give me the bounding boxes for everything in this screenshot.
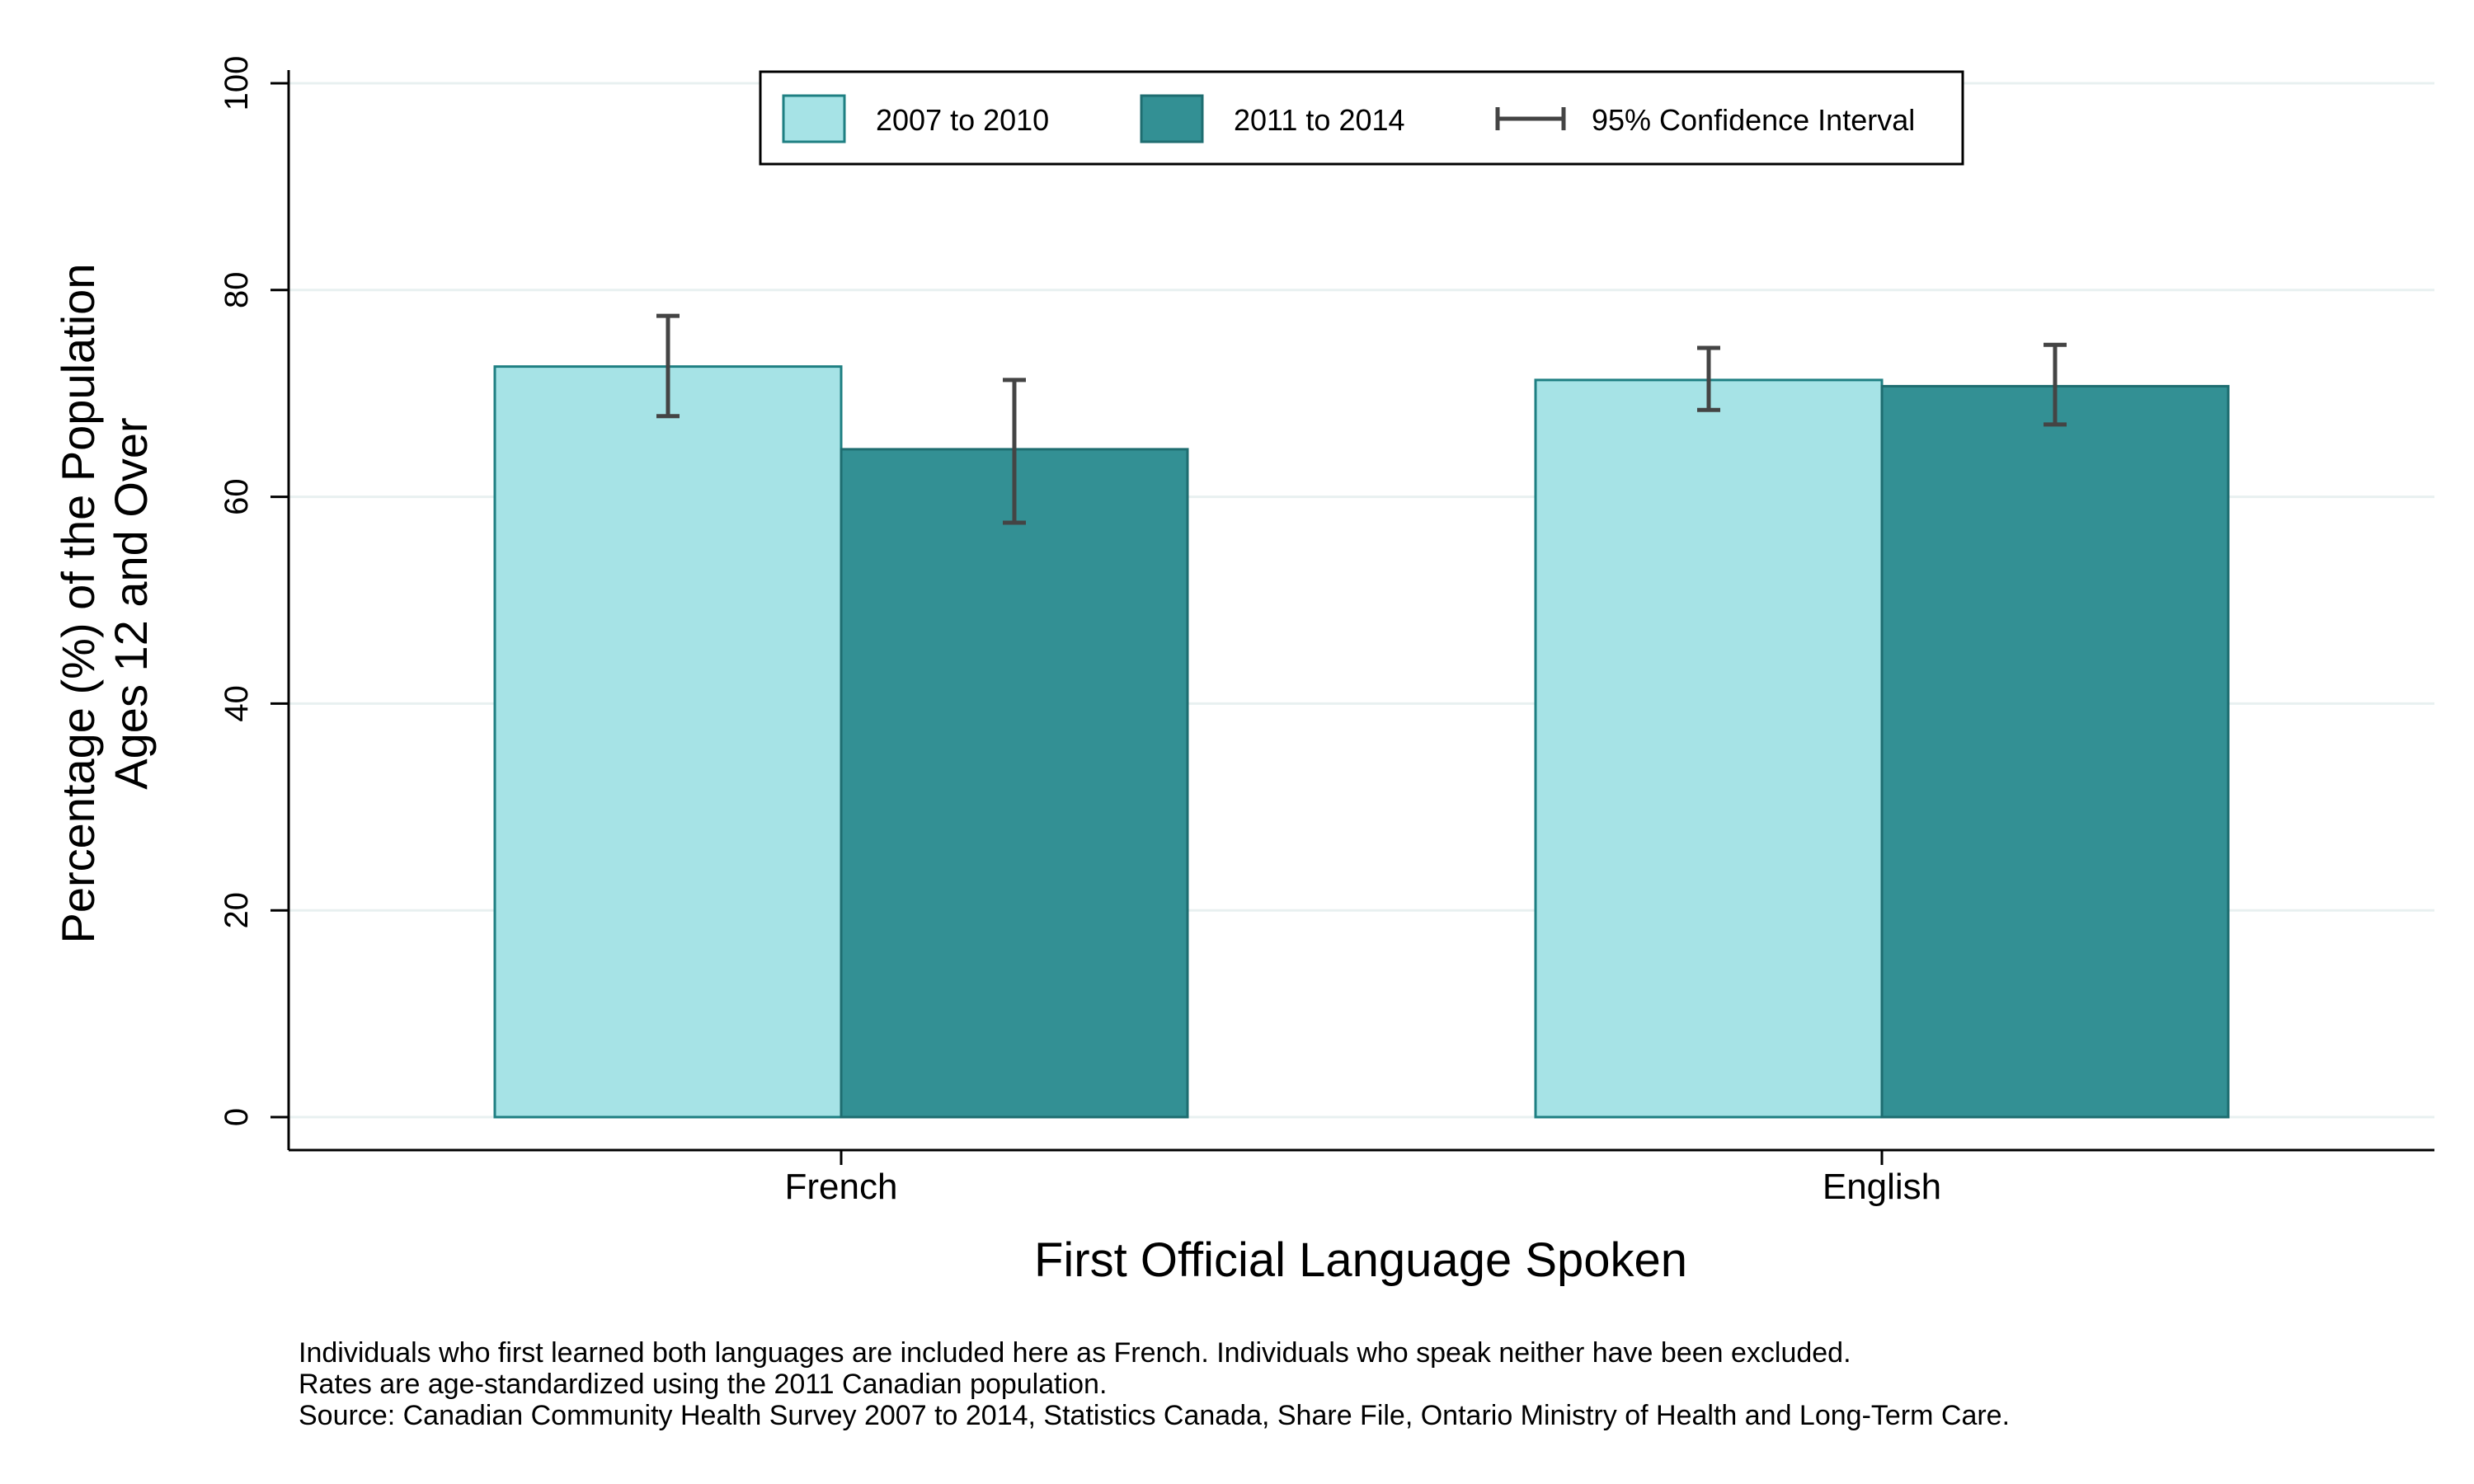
error-bar <box>1003 378 1026 525</box>
y-tick-label: 60 <box>219 478 255 515</box>
x-tick-label: English <box>1823 1167 1941 1207</box>
error-bar <box>1697 345 1720 412</box>
footnotes: Individuals who first learned both langu… <box>299 1337 2010 1431</box>
legend-box <box>759 70 1964 166</box>
bar <box>1534 378 1884 1119</box>
y-axis-ticks: 0 20 40 60 80 100 <box>219 56 289 1126</box>
bar <box>1880 384 2230 1119</box>
confidence-intervals <box>656 313 2067 525</box>
error-bar <box>2044 342 2067 427</box>
bar <box>840 448 1189 1119</box>
legend-label-2007-2010: 2007 to 2010 <box>876 103 1049 137</box>
legend-label-2011-2014: 2011 to 2014 <box>1234 103 1405 137</box>
y-tick-label: 20 <box>219 892 255 929</box>
error-bar <box>656 313 680 419</box>
footnote-2: Rates are age-standardized using the 201… <box>299 1369 1107 1400</box>
y-tick-label: 0 <box>219 1108 255 1126</box>
y-tick-label: 100 <box>219 56 255 111</box>
footnote-1: Individuals who first learned both langu… <box>299 1337 1851 1369</box>
y-axis-title-line-1: Percentage (%) of the Population <box>52 264 104 944</box>
legend: 2007 to 2010 2011 to 2014 95% Confidence… <box>759 70 1964 166</box>
y-axis-title-line-2: Ages 12 and Over <box>105 417 157 789</box>
y-tick-label: 80 <box>219 272 255 309</box>
legend-ci-icon <box>1495 107 1566 130</box>
legend-swatch-2011-2014 <box>1140 94 1204 143</box>
bar <box>493 365 843 1119</box>
x-tick-label: French <box>785 1167 898 1207</box>
bars <box>493 365 2230 1119</box>
legend-label-ci: 95% Confidence Interval <box>1592 103 1915 137</box>
y-tick-label: 40 <box>219 685 255 722</box>
y-axis-title: Percentage (%) of the Population Ages 12… <box>52 264 157 944</box>
x-axis-title: First Official Language Spoken <box>1034 1233 1687 1287</box>
legend-swatch-2007-2010 <box>782 94 846 143</box>
x-axis-ticks: French English <box>785 1150 1941 1207</box>
footnote-3: Source: Canadian Community Health Survey… <box>299 1400 2010 1431</box>
